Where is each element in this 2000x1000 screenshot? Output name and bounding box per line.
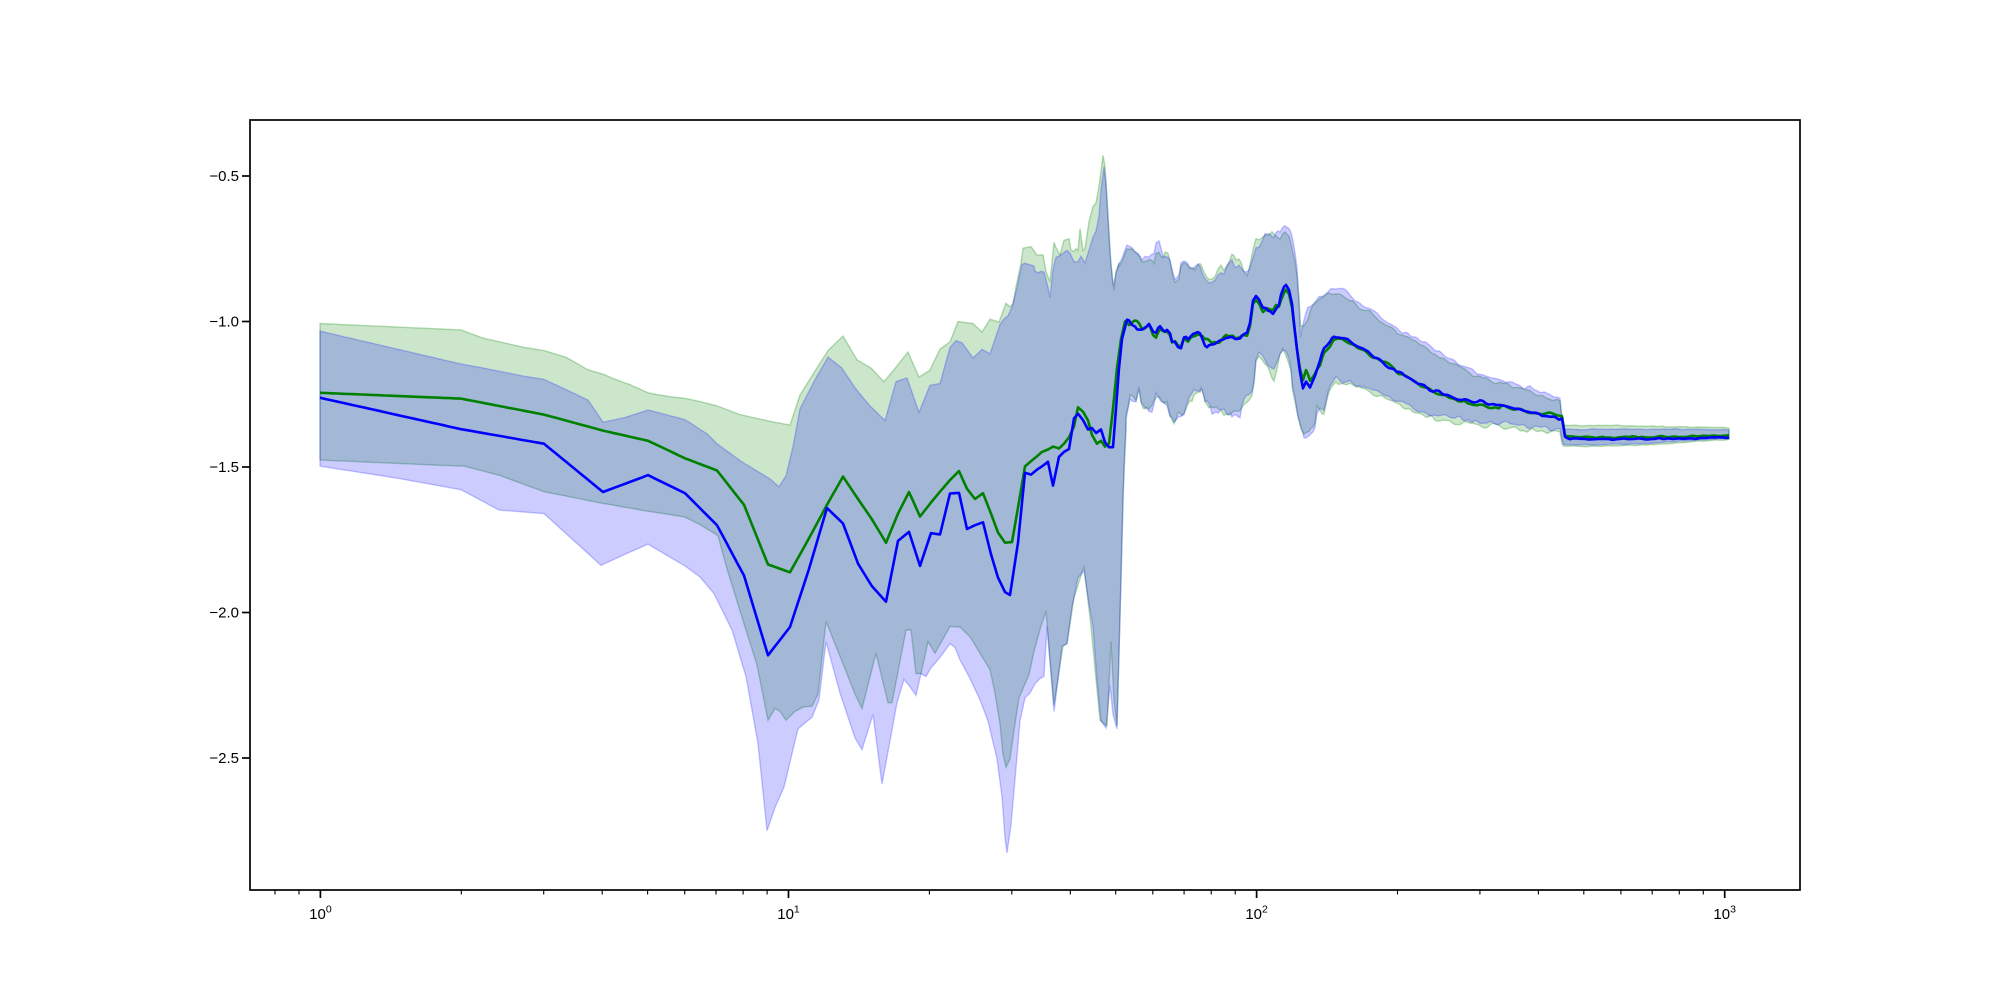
- svg-text:−1.5: −1.5: [209, 459, 239, 476]
- svg-text:−2.0: −2.0: [209, 605, 239, 622]
- svg-text:−1.0: −1.0: [209, 314, 239, 331]
- svg-text:−0.5: −0.5: [209, 168, 239, 185]
- svg-text:−2.5: −2.5: [209, 750, 239, 767]
